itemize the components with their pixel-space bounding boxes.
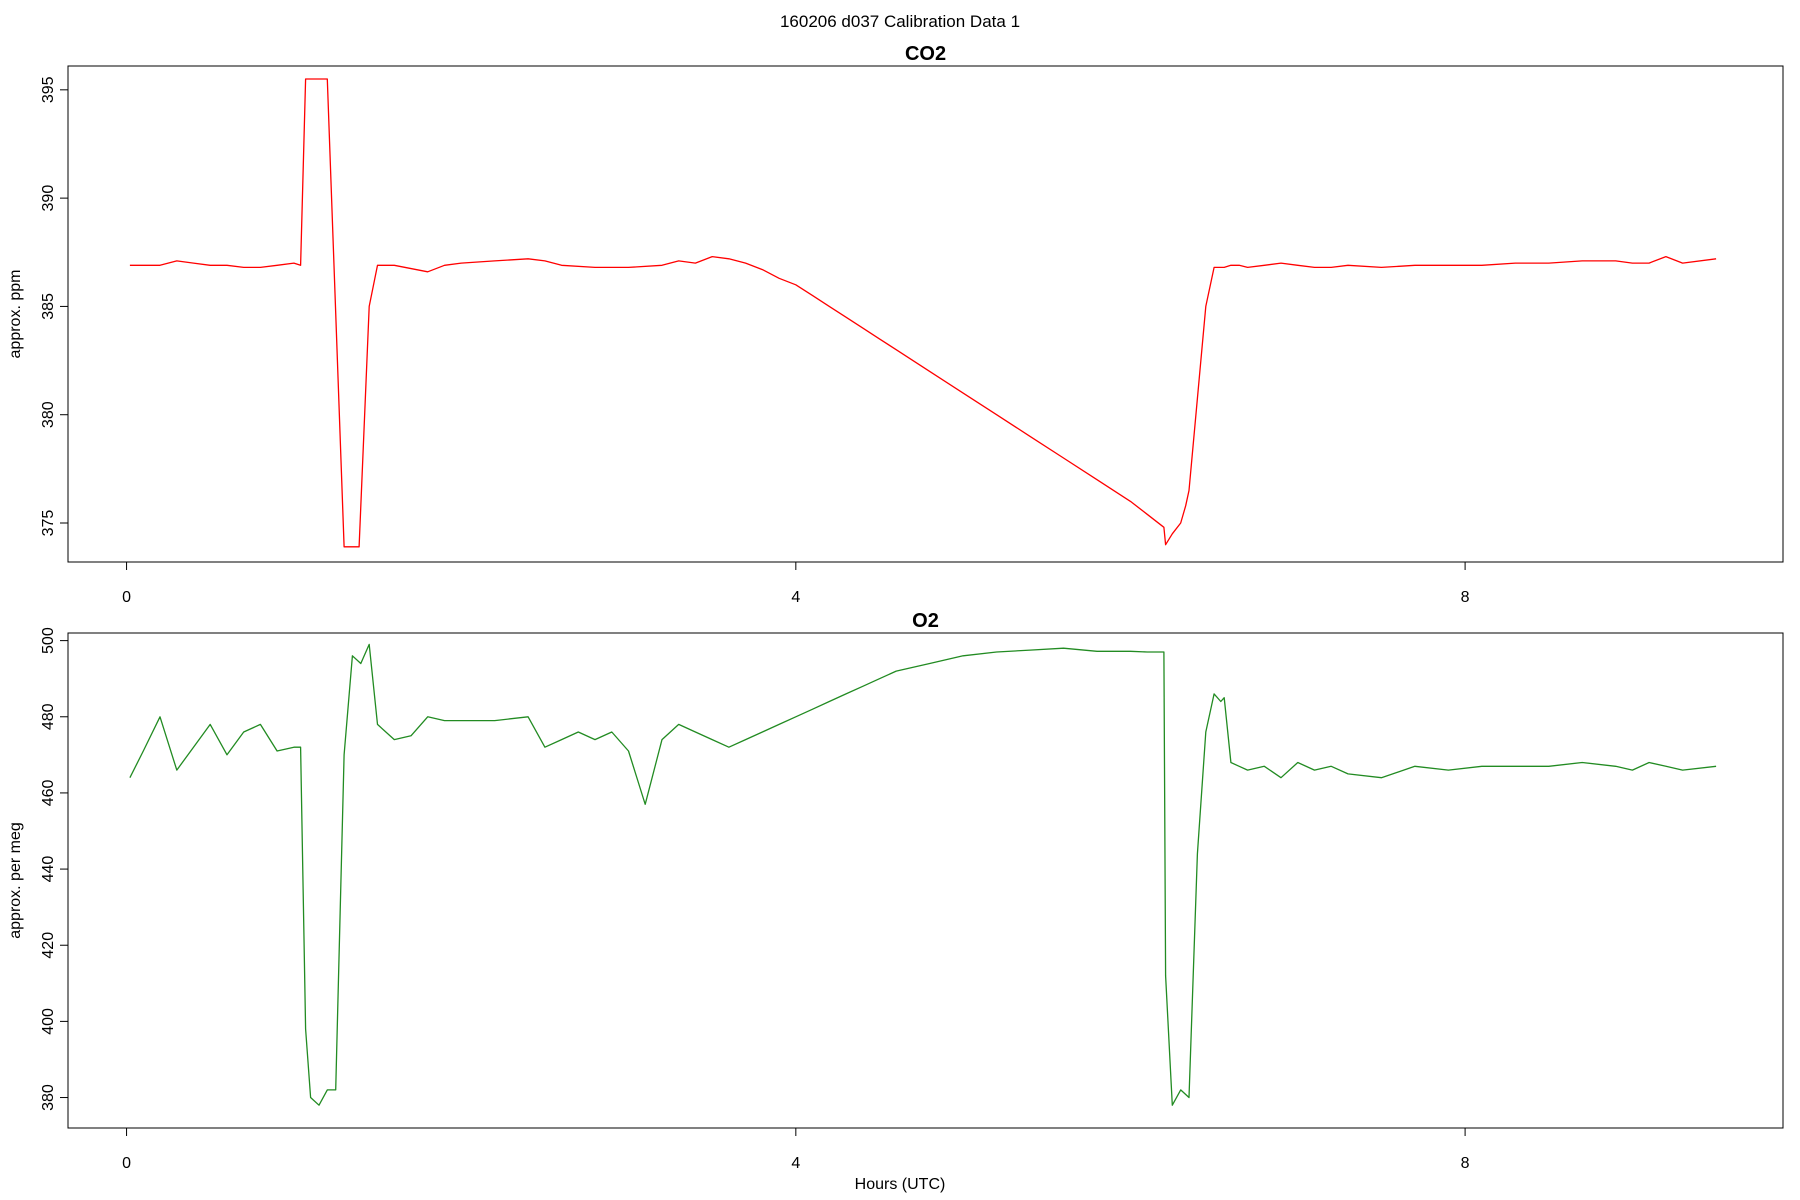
o2-y-tick-label: 380 <box>40 1084 57 1111</box>
co2-y-tick-label: 375 <box>40 510 57 537</box>
o2-panel: O2 0 4 8 380 400 420 440 460 480 500 approx. per me… <box>7 610 1784 1172</box>
o2-series-line <box>129 643 1717 1106</box>
co2-x-tick-label: 0 <box>122 589 131 606</box>
co2-y-axis-label: approx. ppm <box>7 270 24 359</box>
o2-y-axis-label: approx. per meg <box>7 822 24 939</box>
co2-y-tick-label: 395 <box>40 76 57 103</box>
o2-y-tick-label: 460 <box>40 779 57 806</box>
o2-y-tick-label: 400 <box>40 1008 57 1035</box>
co2-series-line <box>129 78 1717 548</box>
o2-y-tick-label: 480 <box>40 703 57 730</box>
o2-x-tick-label: 8 <box>1461 1155 1470 1172</box>
x-axis-label: Hours (UTC) <box>855 1176 946 1193</box>
o2-y-tick-label: 500 <box>40 627 57 654</box>
co2-y-tick-label: 385 <box>40 293 57 320</box>
o2-y-tick-label: 440 <box>40 856 57 883</box>
figure-suptitle: 160206 d037 Calibration Data 1 <box>780 12 1020 31</box>
co2-y-tick-label: 390 <box>40 185 57 212</box>
co2-panel: CO2 0 4 8 375 380 385 390 395 approx. ppm <box>7 43 1784 606</box>
o2-plot-frame <box>67 632 1784 1129</box>
co2-x-tick-label: 4 <box>791 589 800 606</box>
o2-y-tick-label: 420 <box>40 932 57 959</box>
o2-x-tick-label: 0 <box>122 1155 131 1172</box>
co2-title: CO2 <box>905 43 946 65</box>
co2-plot-frame <box>67 65 1784 563</box>
o2-title: O2 <box>912 610 939 632</box>
co2-x-tick-label: 8 <box>1461 589 1470 606</box>
o2-x-tick-label: 4 <box>791 1155 800 1172</box>
co2-y-tick-label: 380 <box>40 401 57 428</box>
